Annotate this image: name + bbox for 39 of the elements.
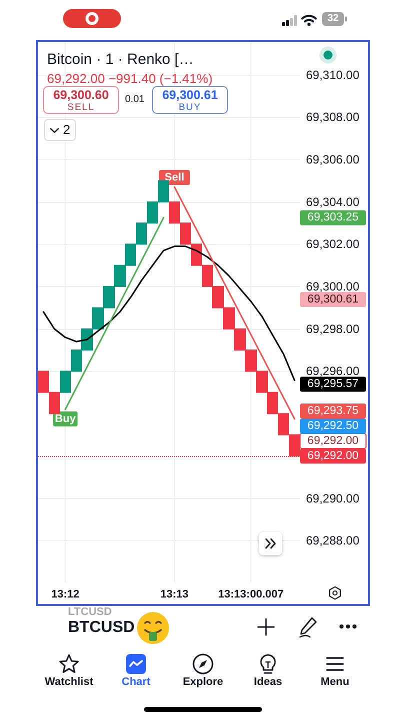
- ref-line-label: 69,292.00: [307, 450, 359, 462]
- y-tick-label: 69,308.00: [306, 110, 360, 124]
- y-tick-label: 69,298.00: [306, 322, 360, 336]
- line-series: [42, 246, 296, 382]
- text: Watchlist: [44, 676, 94, 689]
- annotation: Sell: [164, 172, 184, 184]
- y-tick-label: 69,304.00: [306, 194, 360, 209]
- text: LTCUSD: [68, 606, 112, 618]
- y-tick-label: 69,290.00: [306, 491, 360, 506]
- annotation: SELL: [66, 102, 96, 113]
- annotation: Buy: [54, 412, 77, 425]
- battery-icon: 32: [322, 12, 347, 26]
- text: BTCUSD: [68, 618, 135, 637]
- text: 69,292.00: [307, 434, 359, 447]
- text: 69,292.00 −991.40 (−1.41%): [47, 71, 213, 86]
- y-tick-label: 69,306.00: [306, 152, 360, 166]
- text: Chart: [122, 676, 150, 689]
- annotation: BUY: [178, 102, 202, 113]
- text: 69,300.61: [307, 294, 359, 306]
- text: Ideas: [254, 676, 282, 689]
- annotation: 69,300.60: [52, 88, 110, 102]
- text: Bitcoin · 1 · Renko […: [47, 51, 194, 68]
- y-tick-label: 69,302.00: [306, 237, 360, 252]
- y-tick-label: 69,288.00: [306, 534, 360, 548]
- text: Explore: [182, 676, 224, 689]
- x-tick-label: 13:12: [51, 588, 80, 600]
- data-label: 69,293.75: [307, 404, 359, 417]
- annotation: 69,300.61: [161, 88, 219, 102]
- x-tick-label: 13:13: [160, 588, 189, 600]
- annotation: 2: [63, 122, 70, 138]
- annotation: 0.01: [125, 94, 144, 106]
- data-label: 69,295.57: [307, 378, 359, 390]
- y-tick-label: 69,300.00: [306, 280, 360, 294]
- y-tick-label: 69,310.00: [306, 68, 360, 82]
- x-tick-label: 13:13:00.007: [218, 588, 284, 600]
- text: 69,292.50: [307, 420, 359, 432]
- y-tick-label: 69,296.00: [306, 364, 360, 378]
- text: Menu: [320, 676, 350, 689]
- text: 69,303.25: [307, 212, 359, 224]
